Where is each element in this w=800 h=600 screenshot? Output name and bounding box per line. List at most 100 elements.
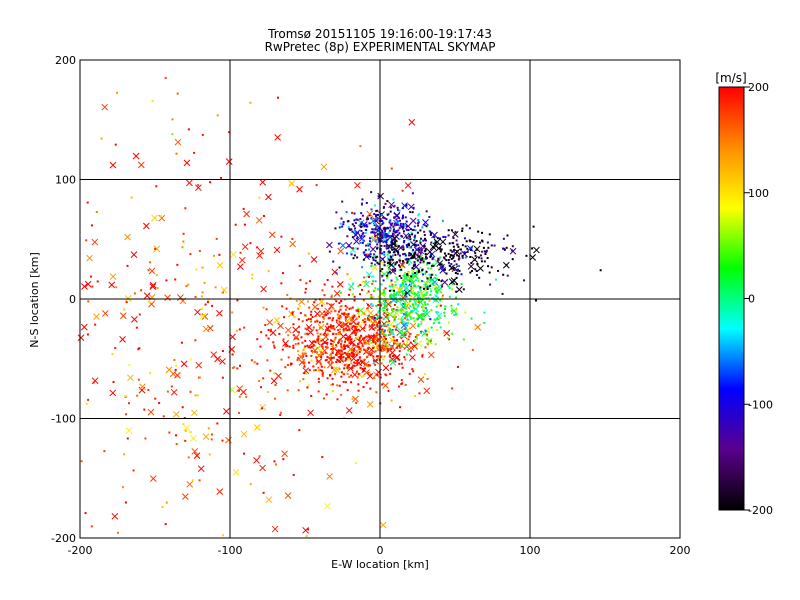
data-point-dot [392, 354, 395, 357]
data-point-cross [392, 246, 400, 254]
data-point-cross [366, 400, 374, 408]
data-point-dot [341, 347, 344, 350]
data-point-dot [457, 245, 460, 248]
data-point-dot [389, 229, 392, 232]
data-point-dot [429, 233, 432, 236]
data-point-dot [155, 274, 158, 277]
data-point-dot [383, 240, 386, 243]
data-point-dot [309, 319, 312, 322]
data-point-dot [352, 331, 355, 334]
data-point-dot [310, 310, 313, 313]
data-point-dot [338, 355, 341, 358]
data-point-dot [326, 279, 329, 282]
data-point-dot [415, 240, 418, 243]
data-point-dot [365, 244, 368, 247]
data-point-dot [390, 246, 393, 249]
data-point-dot [136, 394, 139, 397]
data-point-cross [109, 161, 117, 169]
data-point-dot [441, 285, 444, 288]
data-point-cross [413, 291, 421, 299]
data-point-cross [202, 433, 210, 441]
data-point-dot [398, 209, 401, 212]
data-point-cross [398, 261, 406, 269]
data-point-dot [114, 347, 117, 350]
data-point-dot [306, 300, 309, 303]
data-point-dot [412, 248, 415, 251]
data-point-dot [363, 317, 366, 320]
data-point-dot [466, 250, 469, 253]
data-point-cross [391, 235, 399, 243]
data-point-dot [448, 265, 451, 268]
data-point-dot [251, 277, 254, 280]
data-point-dot [347, 358, 350, 361]
data-point-cross [331, 268, 339, 276]
data-point-dot [405, 228, 408, 231]
data-point-cross [119, 312, 127, 320]
data-point-dot [417, 244, 420, 247]
data-point-dot [194, 339, 197, 342]
data-point-dot [274, 384, 277, 387]
data-point-dot [354, 462, 357, 465]
data-point-dot [124, 394, 127, 397]
data-point-dot [447, 229, 450, 232]
data-point-dot [336, 398, 339, 401]
data-point-dot [423, 258, 426, 261]
data-point-dot [383, 330, 386, 333]
data-point-cross [382, 382, 389, 389]
data-point-dot [432, 264, 435, 267]
data-point-dot [376, 247, 379, 250]
data-point-dot [340, 217, 343, 220]
data-point-dot [351, 236, 354, 239]
data-point-cross [190, 435, 197, 442]
data-point-dot [357, 328, 360, 331]
data-point-dot [417, 303, 420, 306]
data-point-dot [383, 261, 386, 264]
data-point-dot [339, 321, 342, 324]
data-point-dot [340, 312, 343, 315]
data-point-dot [367, 340, 370, 343]
data-point-cross [180, 360, 188, 368]
data-point-dot [402, 246, 405, 249]
data-point-dot [400, 318, 403, 321]
data-point-dot [321, 345, 324, 348]
data-point-dot [327, 325, 330, 328]
data-point-dot [216, 422, 219, 425]
data-point-dot [379, 218, 382, 221]
data-point-dot [395, 346, 398, 349]
data-point-dot [187, 283, 190, 286]
data-point-dot [341, 322, 344, 325]
data-point-dot [377, 195, 380, 198]
data-point-dot [378, 325, 381, 328]
data-point-dot [176, 92, 179, 95]
data-point-dot [312, 326, 315, 329]
data-point-dot [352, 349, 355, 352]
data-point-dot [419, 330, 422, 333]
data-point-dot [481, 250, 484, 253]
data-point-dot [374, 215, 377, 218]
data-point-dot [359, 324, 362, 327]
data-point-cross [93, 313, 100, 320]
data-point-dot [317, 380, 320, 383]
data-point-dot [404, 324, 407, 327]
data-point-dot [375, 304, 378, 307]
data-point-dot [314, 369, 317, 372]
data-point-dot [466, 247, 469, 250]
data-point-dot [195, 268, 198, 271]
data-point-cross [165, 366, 173, 374]
data-point-dot [409, 300, 412, 303]
data-point-dot [439, 237, 442, 240]
data-point-dot [401, 235, 404, 238]
data-point-dot [368, 372, 371, 375]
data-point-dot [382, 289, 385, 292]
data-point-cross [349, 246, 357, 254]
data-point-dot [448, 287, 451, 290]
data-point-cross [172, 410, 180, 418]
data-point-cross [181, 493, 189, 500]
data-point-dot [370, 208, 373, 211]
data-point-dot [423, 293, 426, 296]
data-point-dot [350, 381, 353, 384]
data-point-cross [466, 245, 474, 252]
data-point-cross [336, 281, 344, 288]
data-point-dot [398, 227, 401, 230]
data-point-dot [372, 359, 375, 362]
